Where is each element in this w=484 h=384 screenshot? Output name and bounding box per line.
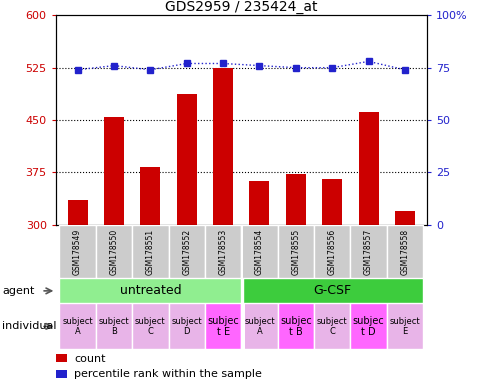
Title: GDS2959 / 235424_at: GDS2959 / 235424_at (165, 0, 317, 14)
Text: subject
D: subject D (171, 317, 202, 336)
Bar (349, 303, 386, 349)
Bar (386, 225, 422, 278)
Bar (140, 167, 160, 225)
Bar (59, 225, 95, 278)
Bar (59, 278, 241, 303)
Bar (249, 181, 269, 225)
Text: subject
B: subject B (98, 317, 129, 336)
Text: subject
E: subject E (389, 317, 420, 336)
Bar (321, 179, 342, 225)
Bar (241, 225, 242, 278)
Text: agent: agent (2, 286, 35, 296)
Text: G-CSF: G-CSF (313, 285, 350, 297)
Bar (314, 303, 349, 349)
Bar (67, 200, 88, 225)
Bar (95, 303, 132, 349)
Text: GSM178555: GSM178555 (291, 228, 300, 275)
Text: subject
C: subject C (316, 317, 347, 336)
Bar (241, 303, 277, 349)
Text: subject
C: subject C (135, 317, 166, 336)
Bar (212, 68, 233, 225)
Bar (56, 354, 67, 362)
Bar (168, 303, 204, 349)
Bar (132, 303, 168, 349)
Text: GSM178554: GSM178554 (255, 228, 263, 275)
Bar (59, 303, 95, 349)
Bar (241, 225, 277, 278)
Bar (104, 116, 124, 225)
Text: GSM178550: GSM178550 (109, 228, 118, 275)
Bar (242, 278, 422, 303)
Bar (386, 303, 422, 349)
Bar (204, 225, 241, 278)
Text: subject
A: subject A (62, 317, 93, 336)
Text: untreated: untreated (119, 285, 181, 297)
Bar (277, 303, 314, 349)
Bar (285, 174, 305, 225)
Bar (132, 225, 168, 278)
Bar (394, 211, 414, 225)
Text: GSM178552: GSM178552 (182, 228, 191, 275)
Bar (349, 225, 386, 278)
Text: subjec
t E: subjec t E (207, 316, 239, 337)
Text: GSM178553: GSM178553 (218, 228, 227, 275)
Text: subject
A: subject A (243, 317, 274, 336)
Text: GSM178557: GSM178557 (363, 228, 372, 275)
Bar (95, 225, 132, 278)
Text: subjec
t D: subjec t D (352, 316, 384, 337)
Text: GSM178558: GSM178558 (400, 228, 408, 275)
Text: subjec
t B: subjec t B (279, 316, 311, 337)
Text: GSM178549: GSM178549 (73, 228, 82, 275)
Bar (176, 94, 197, 225)
Bar (277, 225, 314, 278)
Bar (204, 303, 241, 349)
Bar (358, 112, 378, 225)
Bar (56, 370, 67, 378)
Text: GSM178551: GSM178551 (146, 228, 154, 275)
Text: GSM178556: GSM178556 (327, 228, 336, 275)
Bar (241, 303, 244, 349)
Text: individual: individual (2, 321, 57, 331)
Text: percentile rank within the sample: percentile rank within the sample (74, 369, 262, 379)
Text: count: count (74, 354, 106, 364)
Bar (314, 225, 349, 278)
Bar (168, 225, 204, 278)
